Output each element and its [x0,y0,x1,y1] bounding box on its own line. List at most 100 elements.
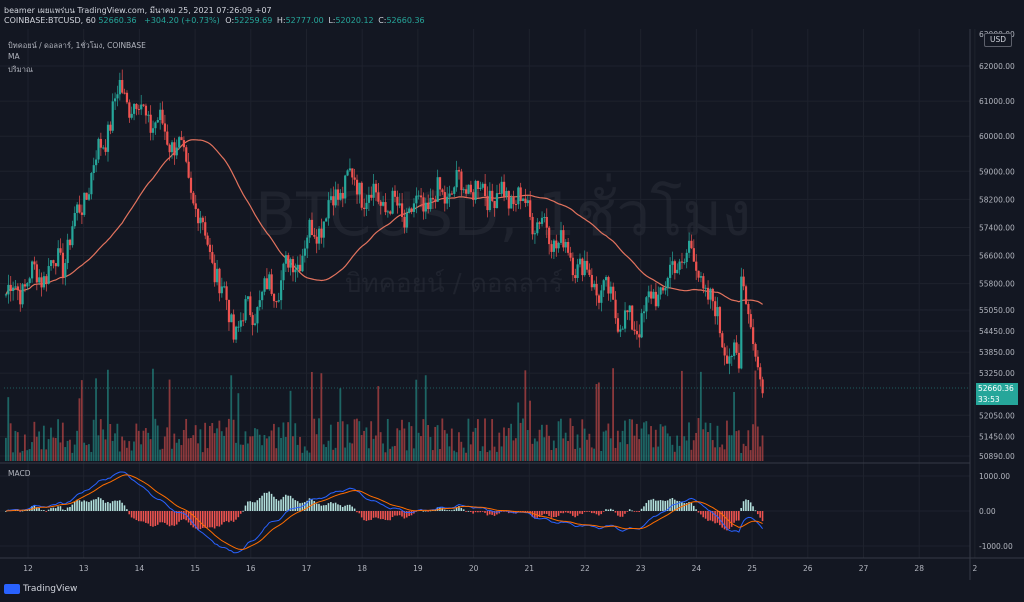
macd-histogram-bar [683,503,686,511]
candle-body [341,192,344,199]
macd-histogram-bar [379,511,382,520]
candle-body [559,230,563,243]
volume-bar [111,440,114,461]
volume-bar [510,423,513,461]
volume-bar [99,419,102,461]
volume-bar [329,424,332,461]
candle-body [272,293,276,302]
candle-body [514,204,518,206]
candle-body [125,92,129,103]
macd-label[interactable]: MACD [8,469,31,478]
macd-histogram-bar [536,511,538,518]
volume-bar [541,424,543,461]
candle-body [382,202,385,206]
price-tick-label: 57400.00 [979,223,1015,232]
volume-bar [749,450,752,461]
candle-body [121,80,124,93]
macd-histogram-bar [81,501,83,511]
candle-body [66,239,69,264]
macd-histogram-bar [220,511,223,525]
macd-histogram-bar [5,511,7,512]
candle-body [408,208,411,213]
volume-bar [242,444,244,461]
macd-histogram-bar [662,500,664,511]
volume-bar [512,440,515,461]
volume-bar [42,425,45,461]
volume-bar [662,426,664,461]
candle-body [192,192,195,204]
macd-histogram-bar [453,509,455,511]
candle-body [168,144,171,153]
price-tick-label: 62000.00 [979,62,1015,71]
volume-bar [415,379,418,461]
candle-body [144,105,148,116]
macd-histogram-bar [346,504,349,511]
volume-bar [144,428,147,461]
legend-title[interactable]: บิทคอยน์ / ดอลลาร์, 1ชั่วโมง, COINBASE [8,41,146,50]
volume-bar [109,423,112,461]
volume-bar [522,418,524,461]
volume-bar [80,380,83,461]
volume-bar [353,419,356,461]
macd-histogram-bar [370,511,372,520]
candle-body [695,261,698,271]
macd-histogram-bar [318,503,320,511]
candle-body [277,300,280,302]
volume-bar [721,444,724,461]
candle-body [498,193,501,195]
macd-histogram-bar [64,510,66,511]
candle-body [61,252,65,278]
macd-histogram-bar [688,502,690,511]
volume-bar [446,433,448,461]
volume-bar [707,432,709,461]
volume-bar [256,429,259,461]
macd-histogram-bar [270,493,273,511]
macd-histogram-bar [405,511,408,518]
candle-body [481,183,484,188]
volume-bar [31,442,33,461]
time-axis[interactable]: 12 13 14 15 16 17 18 19 20 21 22 23 24 25 26 27 28 2 [23,564,977,573]
macd-histogram-bar [356,511,358,513]
macd-histogram-bar [242,510,244,512]
macd-histogram-bar [275,499,278,511]
candle-body [505,191,508,197]
volume-bar [398,430,401,461]
volume-bar [61,422,64,461]
candle-body [645,297,648,312]
macd-histogram-bar [496,511,498,515]
macd-histogram-bar [386,511,389,521]
candle-body [567,241,570,253]
price-axis[interactable]: 62000.00 61000.00 60000.00 59000.00 58200.00… [979,62,1015,461]
candle-body [232,314,235,340]
candle-body [208,244,212,252]
candle-body [351,168,354,178]
candlestick-chart[interactable]: BTCUSD, 1ชั่วโมง บิทคอยน์ / ดอลลาร์ 6200… [0,0,1024,580]
macd-histogram-bar [230,511,233,521]
candle-body [512,197,515,205]
macd-histogram-bar [254,502,256,511]
macd-histogram-bar [524,511,527,513]
macd-histogram-bar [676,500,678,511]
volume-bar [235,442,237,461]
candle-body [434,199,437,202]
candle-body [35,264,38,283]
volume-bar [121,436,124,461]
macd-histogram-bar [562,511,565,514]
tradingview-logo[interactable]: TradingView [4,584,77,594]
candle-body [263,278,266,292]
legend-ma[interactable]: MA [8,52,20,61]
candle-body [327,200,330,219]
volume-bar [697,418,700,461]
candle-body [659,287,662,295]
candle-body [19,290,22,305]
volume-bar [216,428,218,461]
legend-volume[interactable]: ปริมาณ [8,65,33,74]
volume-bar [163,436,166,461]
price-tick-label: 50890.00 [979,452,1015,461]
macd-histogram-bar [754,510,757,512]
candle-body [450,193,454,195]
candle-body [638,334,641,338]
macd-histogram-bar [372,511,375,518]
currency-button[interactable]: USD [984,33,1012,47]
volume-bar [168,379,171,461]
